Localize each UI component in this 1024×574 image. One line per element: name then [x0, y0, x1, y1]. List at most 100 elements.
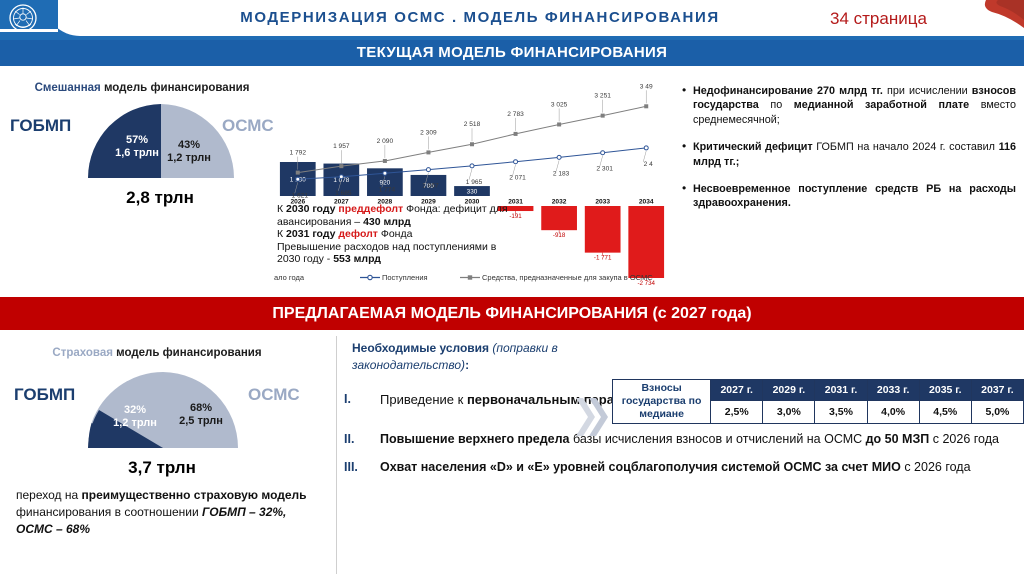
svg-text:700: 700 [423, 183, 434, 190]
condition-item-3: III. Охват населения «D» и «E» уровней с… [344, 459, 1020, 476]
legend-item-balance: ало года [274, 273, 305, 282]
svg-text:3 49: 3 49 [640, 83, 653, 90]
table-col-5: 2037 г. [970, 379, 1024, 401]
pie2-total-value: 3,7 трлн [128, 458, 196, 477]
section-banner-current-label: ТЕКУЩАЯ МОДЕЛЬ ФИНАНСИРОВАНИЯ [356, 44, 668, 61]
svg-text:1 792: 1 792 [290, 150, 307, 157]
pie2-label-osms: ОСМС [248, 385, 300, 404]
line-marker-filled-icon [460, 274, 480, 283]
svg-text:3 025: 3 025 [551, 101, 568, 108]
svg-text:2026: 2026 [290, 199, 305, 206]
svg-text:2 183: 2 183 [553, 170, 570, 177]
pie1-total-value: 2,8 трлн [126, 188, 194, 207]
table-row-values: 2,5% 3,0% 3,5% 4,0% 4,5% 5,0% [613, 399, 1024, 425]
svg-text:1 965: 1 965 [466, 179, 483, 186]
mixed-model-title-rest: модель финансирования [100, 82, 250, 94]
table-val-4: 4,5% [918, 399, 972, 425]
svg-text:2027: 2027 [334, 199, 349, 206]
svg-text:-2 734: -2 734 [637, 280, 655, 287]
svg-text:2 4: 2 4 [644, 161, 653, 168]
svg-text:2 783: 2 783 [507, 111, 524, 118]
svg-text:2 301: 2 301 [596, 166, 613, 173]
banner-red-edge [0, 330, 1024, 333]
table-row-header: Взносы государства по медиане 2027 г. 20… [611, 379, 1024, 424]
section-banner-proposed: ПРЕДЛАГАЕМАЯ МОДЕЛЬ ФИНАНСИРОВАНИЯ (с 20… [0, 297, 1024, 330]
header-white-swoop [44, 0, 1024, 36]
legend-item-income: Поступления [360, 273, 428, 283]
table-val-1: 3,0% [762, 399, 816, 425]
mixed-model-title: Смешанная модель финансирования [12, 82, 272, 94]
pie1-label-osms: ОСМС [222, 116, 274, 135]
table-row-label: Взносы государства по медиане [611, 379, 712, 424]
svg-text:1 621: 1 621 [292, 192, 309, 199]
svg-text:1 078: 1 078 [333, 177, 349, 184]
svg-text:920: 920 [380, 180, 391, 187]
pie1-left-segment-label: 57% 1,6 трлн [115, 134, 159, 159]
current-model-notes: Недофинансирование 270 млрд тг. при исчи… [680, 83, 1016, 224]
table-val-2: 3,5% [814, 399, 868, 425]
table-val-5: 5,0% [970, 399, 1024, 425]
table-col-2: 2031 г. [814, 379, 868, 401]
table-col-4: 2035 г. [918, 379, 972, 401]
insurance-model-title: Страховая модель финансирования [12, 347, 302, 359]
svg-text:2032: 2032 [552, 199, 567, 206]
svg-text:-191: -191 [509, 213, 522, 220]
pie2-label-gobmp: ГОБМП [14, 385, 76, 404]
header-white-line [0, 29, 58, 32]
svg-text:2 518: 2 518 [464, 121, 481, 128]
note-underfunding: Недофинансирование 270 млрд тг. при исчи… [680, 83, 1016, 127]
chart-callout-text: К 2030 году преддефолт Фонда: дефицит дл… [277, 203, 508, 266]
svg-text:1 774: 1 774 [379, 186, 396, 193]
svg-text:1 957: 1 957 [333, 143, 350, 150]
chevron-right-icon [574, 396, 610, 438]
svg-text:2 309: 2 309 [420, 129, 437, 136]
svg-text:1 685: 1 685 [335, 190, 352, 197]
svg-text:2 090: 2 090 [377, 138, 394, 145]
banner-edge [0, 66, 1024, 69]
table-col-0: 2027 г. [710, 379, 764, 401]
condition-numeral-1: I. [344, 392, 351, 406]
page-title: МОДЕРНИЗАЦИЯ ОСМС . МОДЕЛЬ ФИНАНСИРОВАНИ… [240, 9, 720, 26]
insurance-model-title-prefix: Страховая [52, 347, 113, 359]
kazakhstan-emblem-icon [9, 4, 37, 32]
vertical-divider [336, 336, 337, 574]
pie1-right-segment-label: 43% 1,2 трлн [167, 139, 211, 164]
condition-body-2: Повышение верхнего предела базы исчислен… [380, 432, 999, 446]
svg-text:3 251: 3 251 [594, 93, 611, 100]
section-banner-current: ТЕКУЩАЯ МОДЕЛЬ ФИНАНСИРОВАНИЯ [0, 40, 1024, 66]
svg-text:330: 330 [467, 188, 478, 195]
insurance-model-semicircle-chart [88, 372, 238, 448]
conditions-title: Необходимые условия (поправки в законода… [352, 341, 558, 372]
svg-text:2029: 2029 [421, 199, 436, 206]
flag-ribbon-icon [978, 0, 1024, 30]
condition-numeral-3: III. [344, 460, 358, 474]
table-col-1: 2029 г. [762, 379, 816, 401]
pie1-label-gobmp: ГОБМП [10, 116, 72, 135]
table-val-3: 4,0% [866, 399, 920, 425]
table-val-0: 2,5% [710, 399, 764, 425]
mixed-model-title-prefix: Смешанная [34, 82, 101, 94]
state-contribution-rate-table: Взносы государства по медиане 2027 г. 20… [611, 379, 1024, 425]
insurance-model-title-rest: модель финансирования [112, 347, 262, 359]
svg-text:2030: 2030 [465, 199, 480, 206]
note-late-funds: Несвоевременное поступление средств РБ н… [680, 181, 1016, 211]
svg-text:-1 771: -1 771 [594, 255, 612, 262]
pie2-left-segment-label: 32% 1,2 трлн [113, 404, 157, 429]
note-critical-deficit: Критический дефицит ГОБМП на начало 2024… [680, 139, 1016, 169]
svg-text:1 867: 1 867 [422, 183, 439, 190]
condition-body-3: Охват населения «D» и «E» уровней соцбла… [380, 460, 971, 474]
header-blue-underline [0, 36, 1024, 40]
condition-item-2: II. Повышение верхнего предела базы исчи… [344, 431, 1020, 448]
table-col-3: 2033 г. [866, 379, 920, 401]
chart-legend: ало года Поступления Средства, предназна… [272, 272, 672, 286]
svg-text:2034: 2034 [639, 199, 654, 206]
svg-text:2033: 2033 [595, 199, 610, 206]
section-banner-proposed-label: ПРЕДЛАГАЕМАЯ МОДЕЛЬ ФИНАНСИРОВАНИЯ (с 20… [272, 305, 752, 322]
svg-text:-918: -918 [553, 232, 566, 239]
mixed-model-semicircle-chart [87, 104, 234, 178]
pie2-right-segment-label: 68% 2,5 трлн [179, 402, 223, 427]
svg-text:2031: 2031 [508, 199, 523, 206]
transition-note: переход на преимущественно страховую мод… [16, 488, 307, 536]
line-marker-open-icon [360, 274, 380, 283]
svg-text:2028: 2028 [378, 199, 393, 206]
